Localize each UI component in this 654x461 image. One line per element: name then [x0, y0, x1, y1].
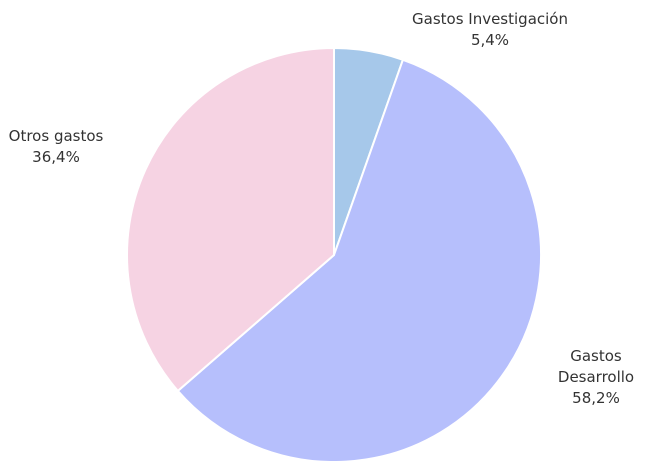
- pie-labels: Gastos Investigación 5,4% Gastos Desarrollo…: [9, 10, 634, 407]
- pie-slices: [126, 46, 542, 461]
- slice-category-label: Otros gastos: [9, 127, 104, 145]
- slice-value-label: 5,4%: [471, 31, 509, 49]
- pie-slice-gastos-desarrollo[interactable]: [176, 58, 542, 461]
- slice-value-label: 58,2%: [572, 389, 620, 407]
- slice-category-label: Gastos: [570, 347, 622, 365]
- slice-category-label: Desarrollo: [558, 368, 634, 386]
- slice-label-gastos-desarrollo: Gastos Desarrollo 58,2%: [558, 347, 634, 407]
- slice-label-gastos-investigacion: Gastos Investigación 5,4%: [412, 10, 568, 49]
- slice-value-label: 36,4%: [32, 148, 80, 166]
- pie-slice-otros-gastos[interactable]: [126, 46, 335, 393]
- slice-category-label: Gastos Investigación: [412, 10, 568, 28]
- slice-label-otros-gastos: Otros gastos 36,4%: [9, 127, 104, 166]
